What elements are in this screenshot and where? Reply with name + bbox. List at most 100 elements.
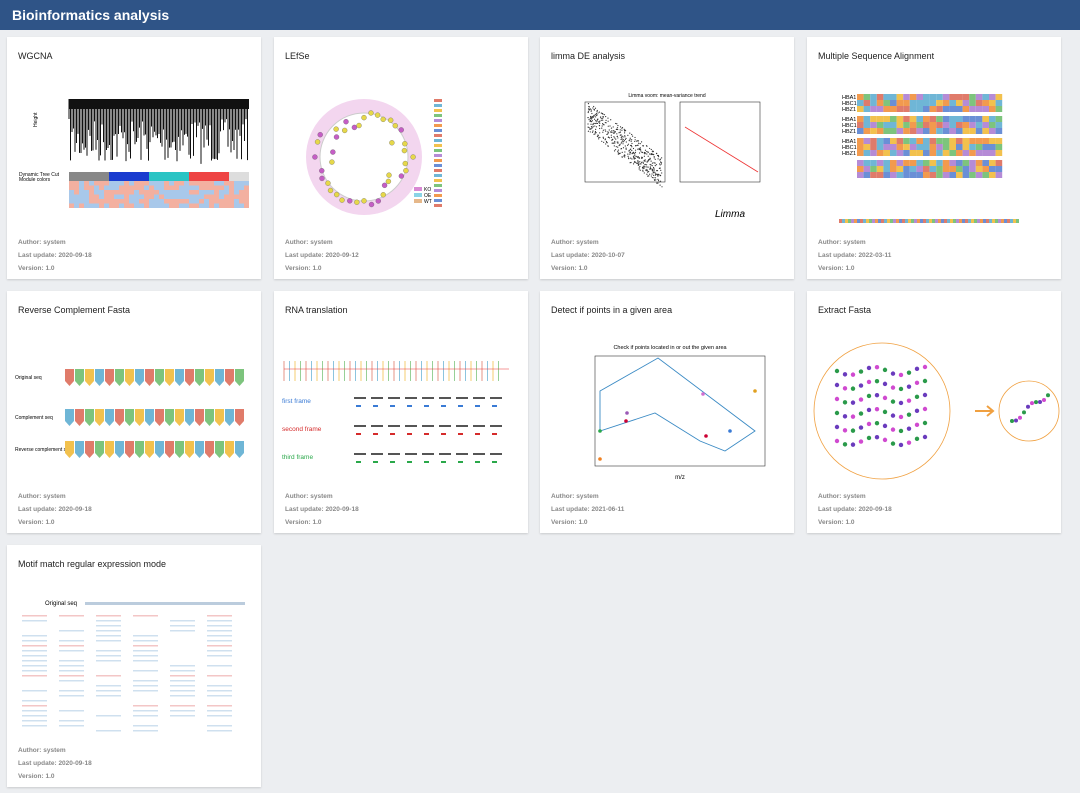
pt: [658, 174, 660, 176]
residue: [923, 128, 930, 134]
residue: [975, 166, 983, 172]
residue: [929, 166, 937, 172]
pt: [614, 137, 616, 139]
aa: [458, 405, 463, 407]
heat-cell: [194, 185, 199, 190]
heat-cell: [99, 176, 104, 181]
bar-strip: [848, 219, 851, 223]
bar-strip: [908, 219, 911, 223]
pt: [621, 156, 623, 158]
residue: [883, 100, 890, 106]
base: [105, 409, 114, 426]
pt: [657, 182, 659, 184]
line: [96, 685, 121, 687]
pt: [617, 153, 619, 155]
pt: [623, 128, 625, 130]
base: [145, 369, 154, 386]
residue: [949, 128, 956, 134]
line: [170, 680, 195, 682]
helix: [850, 442, 856, 447]
pt: [629, 132, 631, 134]
residue: [936, 144, 943, 150]
residue: [916, 122, 923, 128]
base: [145, 441, 154, 458]
residue: [896, 106, 904, 112]
residue: [896, 150, 904, 156]
heat-cell: [144, 199, 149, 204]
aa: [407, 433, 412, 435]
helix: [898, 372, 904, 378]
node: [327, 187, 334, 194]
bar-strip: [965, 219, 968, 223]
pt: [592, 123, 594, 125]
heat-cell: [114, 185, 119, 190]
residue: [956, 150, 963, 156]
heat-cell: [209, 190, 214, 195]
line: [22, 725, 47, 727]
aa: [390, 405, 395, 407]
heat-cell: [74, 181, 79, 186]
heat-cell: [134, 194, 139, 199]
heat-cell: [219, 181, 224, 186]
residue: [857, 144, 864, 150]
thumb-label: Original seq: [15, 375, 42, 381]
pt: [588, 126, 590, 129]
heat-cell: [104, 199, 109, 204]
residue: [883, 122, 890, 128]
card-last-update: Last update: 2020-09-12: [285, 252, 359, 259]
residue: [969, 150, 976, 156]
heat-cell: [154, 185, 159, 190]
pt: [615, 146, 617, 148]
pt: [658, 163, 661, 165]
residue: [923, 138, 930, 144]
heat-cell: [109, 172, 114, 177]
pt: [590, 109, 592, 111]
codon: [354, 453, 366, 455]
heat-cell: [239, 199, 244, 204]
legend-swatch: [434, 174, 442, 177]
base: [175, 369, 184, 386]
heat-cell: [169, 172, 174, 177]
card: LEfSe KO OE WT Author: system Last update: 20…: [274, 37, 528, 279]
helix: [898, 428, 904, 434]
heat-cell: [184, 190, 189, 195]
pt: [616, 123, 618, 125]
residue: [989, 172, 996, 178]
residue: [975, 128, 983, 134]
base: [195, 409, 204, 426]
pt: [645, 164, 648, 166]
pt: [623, 132, 626, 134]
thumb-label: Module colors: [19, 177, 51, 183]
heat-cell: [164, 190, 169, 195]
pt: [593, 105, 595, 108]
pt: [594, 130, 597, 133]
thumb-label: Limma: [715, 209, 745, 220]
heat-cell: [214, 181, 219, 186]
bar-strip: [1004, 219, 1007, 223]
line: [133, 715, 158, 717]
residue: [903, 116, 910, 122]
pt: [619, 152, 621, 154]
residue: [969, 160, 976, 166]
base: [65, 409, 74, 426]
heat-cell: [194, 199, 199, 204]
pt: [597, 134, 600, 136]
pt: [591, 131, 594, 133]
pt: [652, 150, 654, 152]
residue: [896, 166, 904, 172]
heat-cell: [109, 181, 114, 186]
helix: [1046, 393, 1050, 398]
pt: [591, 120, 593, 122]
pt: [619, 131, 621, 133]
heat-cell: [154, 176, 159, 181]
heat-cell: [239, 185, 244, 190]
heat-cell: [229, 194, 234, 199]
residue: [876, 160, 884, 166]
pt: [621, 138, 623, 140]
bar-strip: [866, 219, 869, 223]
card-author: Author: system: [551, 493, 599, 500]
heat-cell: [149, 181, 154, 186]
base: [95, 369, 104, 386]
base: [135, 441, 144, 458]
residue: [876, 116, 884, 122]
